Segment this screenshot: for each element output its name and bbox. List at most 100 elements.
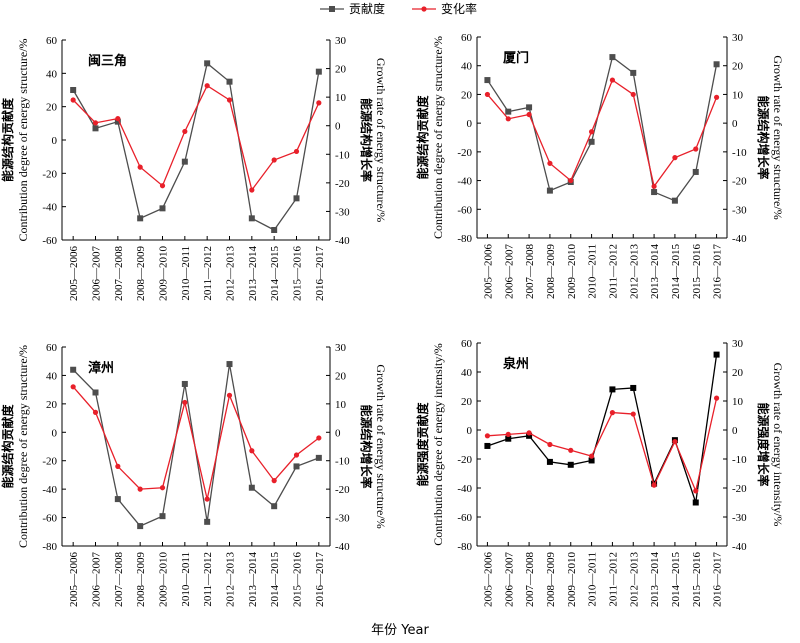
contribution-point [92,125,99,132]
change-rate-point [316,435,322,441]
right-tick-label: -30 [732,204,747,216]
right-tick-label: 20 [335,370,347,382]
right-tick-label: 0 [335,121,341,133]
left-tick-label: -80 [457,541,472,553]
change-rate-line [487,397,718,494]
right-tick-label: 20 [335,64,347,76]
change-rate-point [547,160,553,166]
right-tick-label: 0 [732,118,738,130]
chart-panel-1: -60 -40 -20 0 20 40 60 -40 -30 -20 -10 0 10 20 30 2005—… [0,35,388,301]
contribution-point [671,197,678,204]
change-rate-point [293,452,300,458]
right-tick-label: -10 [335,149,350,161]
contribution-point [114,496,121,503]
legend: 贡献度 变化率 [320,1,477,16]
left-tick-label: 60 [461,32,473,44]
right-tick-label: 10 [732,89,744,101]
x-tick-label: 2008—2009 [545,552,557,608]
change-rate-point [505,116,511,122]
right-tick-label: 30 [732,338,744,350]
x-tick-label: 2016—2017 [314,552,326,608]
change-rate-point [159,485,166,491]
change-rate-point [226,392,233,398]
change-rate-point [249,448,255,454]
change-rate-point [693,146,699,152]
right-tick-label: 10 [335,92,347,104]
right-tick-label: 20 [732,61,744,73]
contribution-point [70,87,77,93]
left-tick-label: 40 [461,61,473,73]
left-tick-label: -60 [42,235,57,247]
contribution-point [315,68,322,75]
contribution-point [630,384,637,391]
left-tick-label: -40 [42,484,57,496]
left-tick-label: -60 [42,513,57,525]
right-tick-label: 20 [732,367,744,379]
right-tick-label: -20 [335,178,350,190]
x-tick-label: 2016—2017 [712,552,724,608]
change-rate-point [609,77,616,83]
x-tick-label: 2008—2009 [135,552,147,608]
x-tick-label: 2007—2008 [113,246,125,302]
left-axis-label-cn: 能源强度贡献度 [415,402,430,487]
contribution-point [567,461,574,468]
x-tick-label: 2005—2006 [482,244,494,300]
right-axis-label-en: Growth rate of energy structure/% [374,58,388,222]
contribution-line [487,354,718,503]
chart-panel-3: -80 -60 -40 -20 0 20 40 60 -40 -30 -20 -10 0 10 20 30 20… [0,342,388,607]
change-rate-line [72,386,320,500]
contribution-point [70,366,77,373]
contribution-point [226,78,233,85]
x-tick-label: 2008—2009 [135,246,147,302]
x-tick-label: 2010—2011 [180,246,192,301]
left-tick-label: -60 [457,512,472,524]
right-tick-label: 30 [732,32,744,44]
left-tick-label: 0 [467,425,473,437]
x-tick-label: 2014—2015 [269,552,281,608]
legend-marker-series2 [421,6,427,12]
left-tick-label: 60 [46,342,58,354]
contribution-point [546,187,553,194]
contribution-line [486,55,718,202]
left-tick-label: -20 [457,454,472,466]
change-rate-point [92,409,99,415]
change-rate-point [137,164,143,170]
contribution-point [484,442,491,449]
left-axis-label-en: Contribution degree of energy intensity/… [431,343,445,545]
chart-panel-2: -80 -60 -40 -20 0 20 40 60 -40 -30 -20 -10 0 10 20 30 20… [415,32,785,299]
x-tick-label: 2009—2010 [158,246,170,302]
left-tick-label: 20 [46,399,58,411]
change-rate-point [204,83,210,89]
left-tick-label: 40 [46,68,58,80]
contribution-point [248,484,255,491]
legend-marker-series1 [329,6,335,12]
x-tick-label: 2005—2006 [68,552,80,608]
right-axis-label-cn: 能源结构增长率 [359,98,374,182]
right-tick-label: 30 [335,342,347,354]
change-rate-point [92,120,99,126]
left-tick-label: 0 [52,427,58,439]
left-tick-label: 20 [461,89,473,101]
contribution-point [526,432,533,439]
left-tick-label: -40 [457,176,472,188]
contribution-point [588,457,595,464]
panel-title: 漳州 [88,360,114,376]
contribution-point [609,54,616,61]
x-tick-label: 2007—2008 [113,552,125,608]
right-tick-label: -30 [335,513,350,525]
contribution-point [181,158,188,165]
x-tick-label: 2012—2013 [628,244,640,300]
change-rate-point [526,430,532,436]
x-tick-label: 2006—2007 [91,552,103,608]
left-tick-label: -20 [42,456,57,468]
right-tick-label: -40 [335,541,350,553]
contribution-point [181,380,188,387]
right-tick-label: 10 [335,399,347,411]
change-rate-point [713,94,720,100]
change-rate-point [484,433,491,439]
contribution-point [137,215,144,222]
change-rate-point [271,478,277,484]
x-tick-label: 2013—2014 [247,552,259,608]
right-tick-label: -30 [335,206,350,218]
